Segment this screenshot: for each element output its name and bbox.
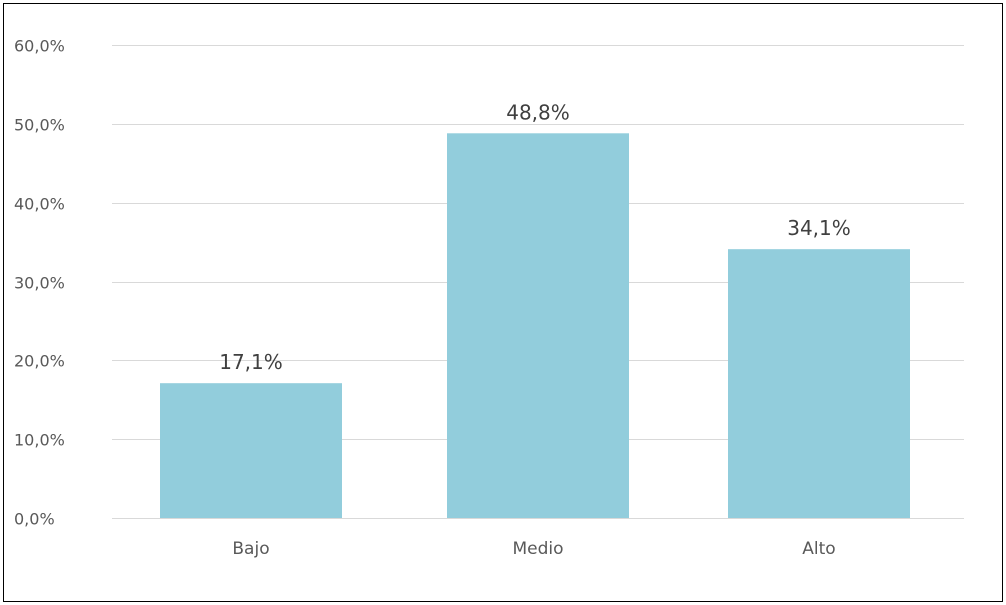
bar-chart: 0,0% 10,0% 20,0% 30,0% 40,0% 50,0% 60,0% 17,1%… — [14, 37, 964, 559]
data-label: 48,8% — [506, 100, 570, 124]
category-label: Medio — [512, 539, 563, 559]
y-tick-label: 50,0% — [14, 116, 65, 135]
y-tick-label: 20,0% — [14, 352, 65, 371]
y-tick-label: 40,0% — [14, 195, 65, 214]
y-axis-ticks: 0,0% 10,0% 20,0% 30,0% 40,0% 50,0% 60,0% — [14, 37, 65, 529]
y-tick-label: 30,0% — [14, 274, 65, 293]
bar — [160, 383, 342, 518]
bar — [728, 249, 910, 518]
y-tick-label: 0,0% — [14, 510, 55, 529]
y-tick-label: 10,0% — [14, 431, 65, 450]
data-labels: 17,1% 48,8% 34,1% — [219, 100, 851, 374]
data-label: 17,1% — [219, 350, 283, 374]
x-axis-categories: Bajo Medio Alto — [232, 539, 835, 559]
bars — [160, 133, 910, 518]
category-label: Alto — [802, 539, 835, 559]
category-label: Bajo — [232, 539, 269, 559]
data-label: 34,1% — [787, 216, 851, 240]
chart-frame: 0,0% 10,0% 20,0% 30,0% 40,0% 50,0% 60,0% 17,1%… — [3, 3, 1003, 602]
y-tick-label: 60,0% — [14, 37, 65, 56]
bar — [447, 133, 629, 518]
